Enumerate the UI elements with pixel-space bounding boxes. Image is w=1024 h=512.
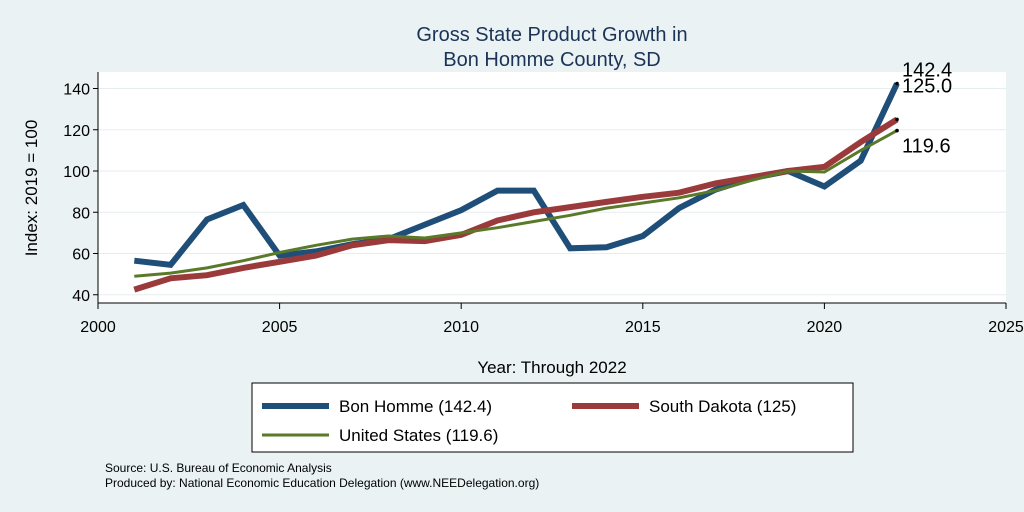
source-note: Source: U.S. Bureau of Economic Analysis xyxy=(105,461,332,475)
end-value-label: 119.6 xyxy=(902,136,951,158)
x-tick-label: 2005 xyxy=(262,319,298,336)
series-line-2 xyxy=(134,129,898,278)
end-value-label: 125.0 xyxy=(902,75,952,97)
x-tick-label: 2015 xyxy=(625,319,661,336)
y-tick-label: 80 xyxy=(72,205,90,222)
x-tick-label: 2010 xyxy=(443,319,479,336)
chart-title-line-2: Bon Homme County, SD xyxy=(443,49,661,71)
y-tick-label: 40 xyxy=(72,288,90,305)
y-tick-label: 140 xyxy=(63,82,90,99)
producer-note: Produced by: National Economic Education… xyxy=(105,476,539,490)
y-tick-label: 120 xyxy=(63,123,90,140)
legend-label: South Dakota (125) xyxy=(649,397,796,416)
series-lines xyxy=(133,82,900,293)
y-tick-label: 100 xyxy=(63,164,90,181)
x-tick-label: 2025 xyxy=(988,319,1024,336)
y-tick-label: 60 xyxy=(72,247,90,264)
y-axis-label: Index: 2019 = 100 xyxy=(22,120,41,257)
end-value-label: 142.4 xyxy=(902,60,952,82)
end-marker xyxy=(895,81,899,86)
series-line-1 xyxy=(133,116,899,293)
legend-label: Bon Homme (142.4) xyxy=(339,397,492,416)
chart-title-line-1: Gross State Product Growth in xyxy=(416,24,687,46)
legend: Bon Homme (142.4) South Dakota (125) Unite… xyxy=(251,382,854,453)
legend-label: United States (119.6) xyxy=(339,426,498,445)
x-axis-label: Year: Through 2022 xyxy=(477,358,626,377)
legend-items: Bon Homme (142.4) South Dakota (125) Unite… xyxy=(262,397,796,445)
x-tick-label: 2000 xyxy=(80,319,116,336)
legend-box xyxy=(251,382,854,453)
x-tick-label: 2020 xyxy=(807,319,843,336)
end-marker xyxy=(895,117,899,122)
axes: 40 60 80 100 120 140 2000 2005 2010 2015 2020 2025 xyxy=(63,72,1024,336)
end-marker xyxy=(895,128,899,133)
